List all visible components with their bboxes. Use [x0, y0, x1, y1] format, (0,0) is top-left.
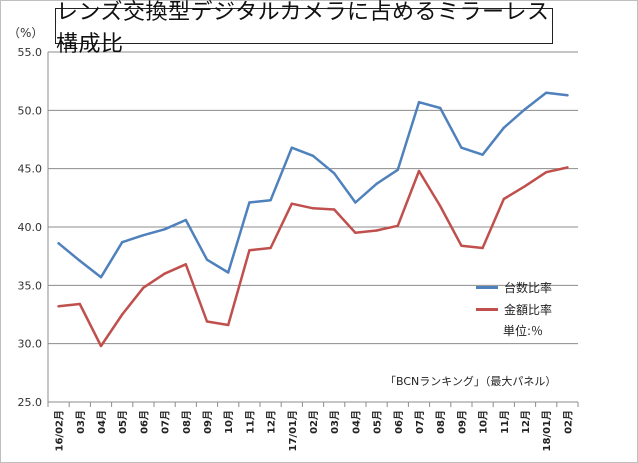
- data-point: [354, 231, 357, 235]
- legend-label-value: 金額比率: [504, 302, 553, 317]
- data-point: [439, 204, 442, 208]
- data-point: [269, 198, 272, 202]
- data-point: [481, 153, 484, 156]
- x-tick-label: 17/01月: [287, 410, 299, 451]
- data-point: [375, 182, 378, 186]
- data-point: [78, 302, 82, 306]
- data-point: [142, 233, 145, 237]
- data-point: [545, 170, 548, 174]
- chart-title: レンズ交換型デジタルカメラに占めるミラーレス構成比: [55, 0, 553, 57]
- x-tick-label: 11月: [244, 410, 256, 434]
- y-tick-label: 25.0: [18, 396, 43, 409]
- legend-item-value: 金額比率: [476, 299, 552, 319]
- data-point: [417, 169, 421, 173]
- x-tick-label: 08月: [435, 410, 447, 434]
- data-point: [290, 202, 293, 205]
- x-tick-label: 02月: [562, 410, 574, 434]
- data-point: [163, 228, 166, 231]
- x-tick-label: 06月: [138, 410, 150, 434]
- x-tick-label: 04月: [350, 410, 362, 434]
- data-point: [184, 218, 187, 222]
- x-tick-label: 12月: [266, 410, 278, 434]
- x-tick-label: 03月: [75, 410, 87, 434]
- data-point: [142, 286, 145, 289]
- data-point: [566, 93, 569, 97]
- data-point: [333, 172, 336, 175]
- legend-label-units: 台数比率: [504, 280, 553, 295]
- data-point: [205, 258, 209, 261]
- data-point: [460, 244, 463, 247]
- x-tick-label: 10月: [223, 410, 235, 434]
- legend-swatch-units: [476, 285, 498, 289]
- data-point: [163, 272, 166, 275]
- x-tick-label: 08月: [181, 410, 193, 434]
- y-tick-label: 55.0: [18, 46, 43, 59]
- x-tick-label: 12月: [520, 410, 532, 434]
- data-point: [248, 249, 251, 252]
- y-axis-unit-label: （%）: [8, 26, 44, 40]
- axes: 25.0 30.0 35.0 40.0 45.0 50.0 55.0 16/02月 03月 04月…: [18, 46, 579, 451]
- y-tick-label: 50.0: [18, 104, 43, 117]
- x-tick-label: 09月: [202, 410, 214, 434]
- legend-swatch-value: [476, 307, 498, 311]
- x-tick-label: 05月: [372, 410, 384, 434]
- data-point: [121, 313, 124, 316]
- x-tick-label: 11月: [499, 410, 511, 434]
- data-point: [460, 146, 463, 149]
- data-point: [545, 91, 548, 95]
- data-point: [439, 106, 442, 110]
- x-tick-label: 07月: [160, 410, 172, 434]
- data-point: [311, 154, 315, 158]
- data-point: [523, 184, 527, 188]
- data-point: [417, 100, 421, 104]
- x-tick-label: 16/02月: [54, 410, 66, 451]
- data-point: [311, 207, 315, 210]
- data-point: [502, 197, 505, 201]
- x-tick-label: 05月: [117, 410, 129, 434]
- y-tick-label: 40.0: [18, 221, 43, 234]
- data-point: [78, 259, 82, 263]
- data-point: [375, 229, 378, 232]
- x-tick-label: 10月: [478, 410, 490, 434]
- gridlines: [48, 51, 578, 403]
- data-point: [57, 242, 60, 245]
- data-point: [523, 107, 527, 111]
- x-tick-label: 04月: [96, 410, 108, 434]
- data-point: [227, 271, 230, 274]
- data-point: [290, 146, 293, 149]
- data-point: [333, 208, 336, 211]
- data-point: [205, 320, 209, 323]
- data-point: [99, 275, 103, 279]
- y-tick-label: 35.0: [18, 279, 43, 292]
- legend: 台数比率 金額比率: [476, 277, 552, 321]
- series-layer: [57, 91, 569, 348]
- data-point: [354, 201, 357, 204]
- x-tick-label: 09月: [456, 410, 468, 434]
- data-point: [99, 344, 103, 348]
- unit-note: 単位:％: [503, 324, 544, 338]
- y-tick-label: 45.0: [18, 163, 43, 176]
- x-tick-label: 18/01月: [541, 410, 553, 451]
- data-point: [481, 246, 484, 250]
- x-tick-label: 07月: [414, 410, 426, 434]
- y-tick-label: 30.0: [18, 338, 43, 351]
- data-point: [396, 224, 399, 228]
- data-point: [502, 126, 505, 130]
- x-tick-label: 03月: [329, 410, 341, 434]
- source-note: 「BCNランキング」（最大パネル）: [385, 375, 557, 388]
- data-point: [121, 240, 124, 244]
- data-point: [269, 246, 272, 250]
- data-point: [184, 263, 187, 266]
- x-tick-label: 06月: [393, 410, 405, 434]
- legend-item-units: 台数比率: [476, 277, 552, 297]
- data-point: [57, 305, 60, 308]
- data-point: [227, 323, 230, 327]
- data-point: [248, 201, 251, 204]
- data-point: [396, 168, 399, 172]
- x-tick-label: 02月: [308, 410, 320, 434]
- data-point: [566, 166, 569, 169]
